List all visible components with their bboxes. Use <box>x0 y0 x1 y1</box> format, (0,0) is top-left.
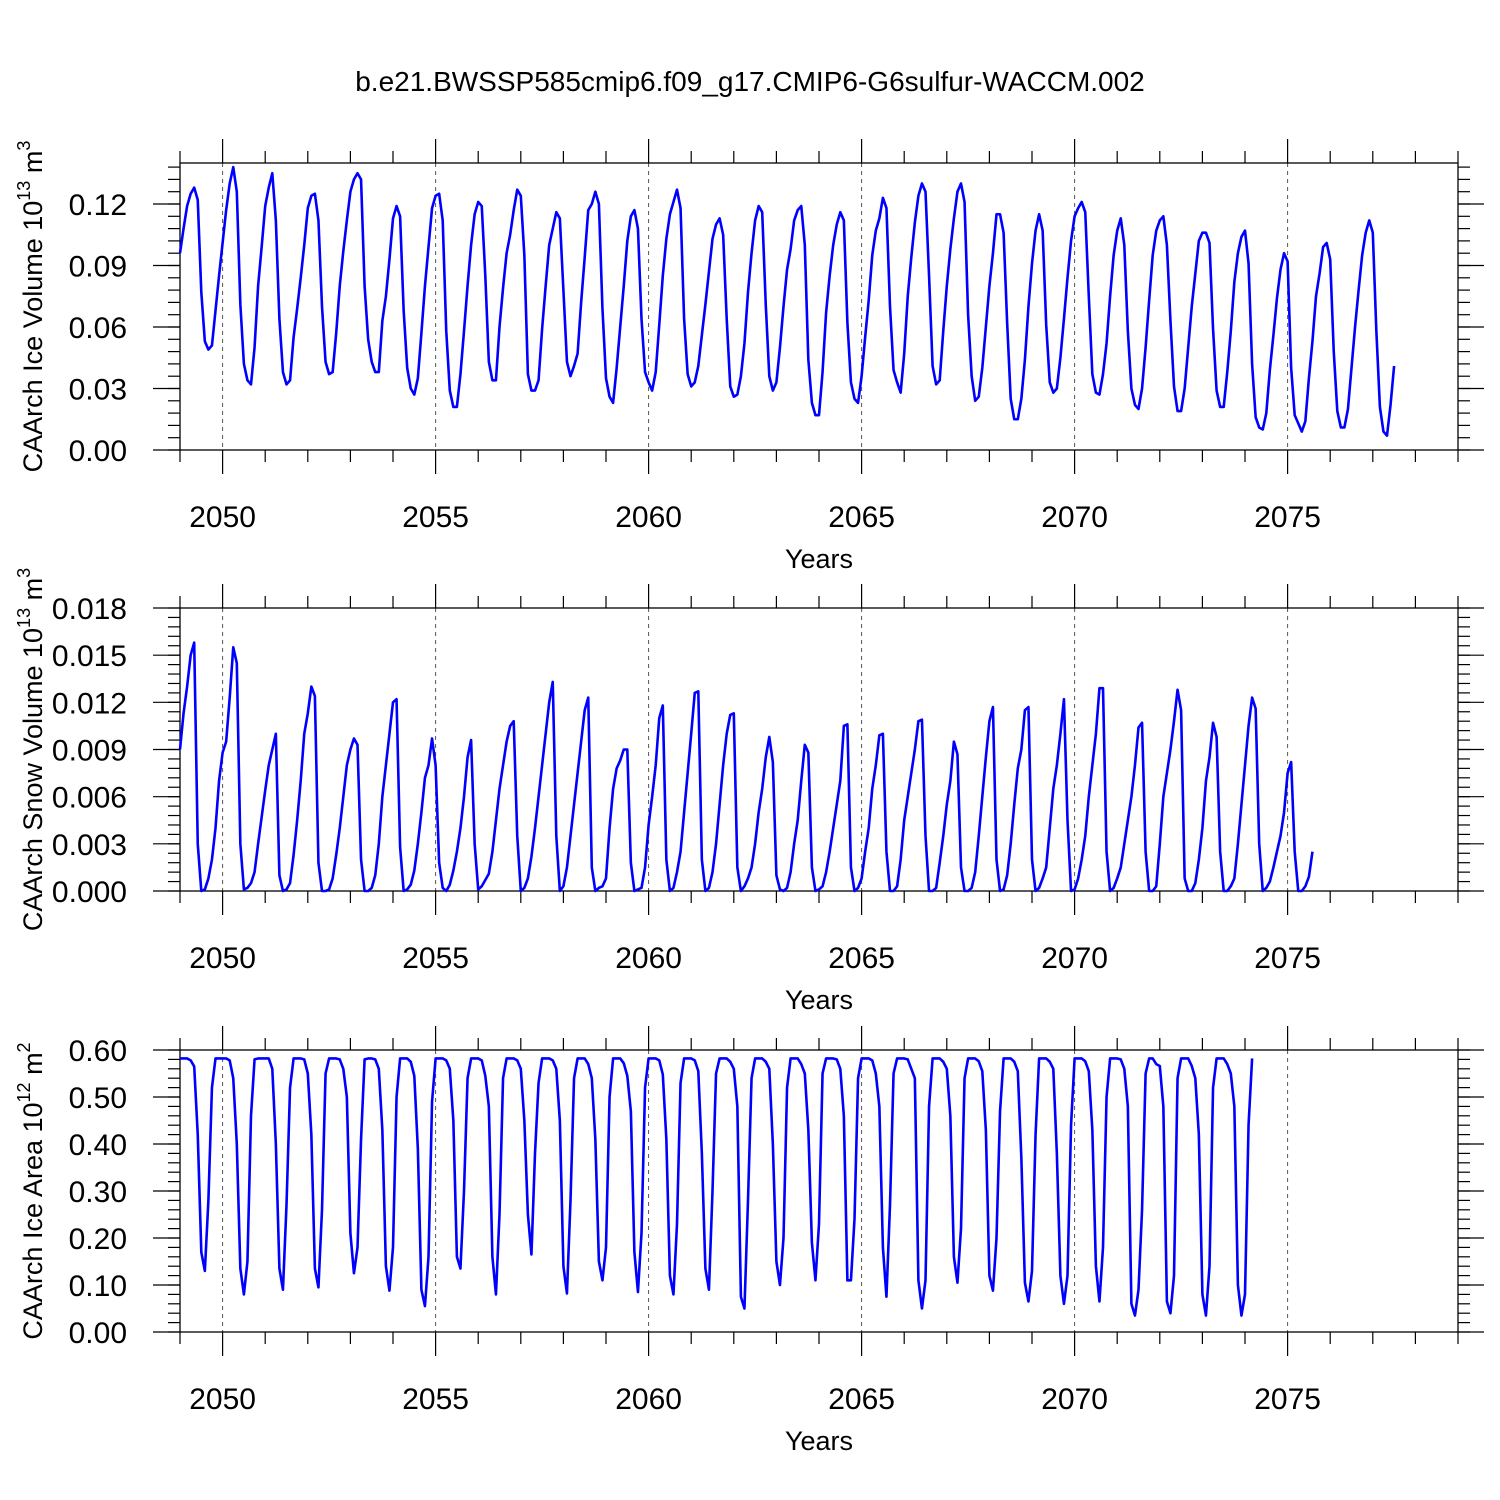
x-tick-label: 2070 <box>1041 942 1108 975</box>
y-tick-label: 0.60 <box>69 1035 127 1068</box>
y-tick-label: 0.50 <box>69 1082 127 1115</box>
x-tick-label: 2055 <box>402 942 469 975</box>
series-line <box>178 641 1314 893</box>
x-tick-label: 2075 <box>1254 1383 1321 1416</box>
panel-ice-volume: 0.00 0.03 0.06 0.09 0.12 2050 2055 2060 2065 2070… <box>14 139 1484 574</box>
y-tick-label: 0.03 <box>69 374 127 407</box>
y-tick-label: 0.012 <box>52 687 127 720</box>
x-tick-label: 2075 <box>1254 501 1321 534</box>
x-tick-label: 2070 <box>1041 1383 1108 1416</box>
chart-title: b.e21.BWSSP585cmip6.f09_g17.CMIP6-G6sulf… <box>355 66 1145 97</box>
y-tick-label: 0.006 <box>52 782 127 815</box>
plot-frame <box>179 607 1459 892</box>
x-axis-label: Years <box>785 985 853 1015</box>
y-tick-label: 0.003 <box>52 829 127 862</box>
x-tick-label: 2070 <box>1041 501 1108 534</box>
x-tick-label: 2050 <box>189 501 256 534</box>
panel-snow-volume: 0.000 0.003 0.006 0.009 0.012 0.015 0.018 2050 2… <box>14 568 1484 1015</box>
y-tick-label: 0.009 <box>52 735 127 768</box>
x-tick-label: 2065 <box>828 501 895 534</box>
x-tick-label: 2065 <box>828 942 895 975</box>
y-tick-label: 0.09 <box>69 251 127 284</box>
x-axis-label: Years <box>785 1426 853 1456</box>
x-tick-label: 2075 <box>1254 942 1321 975</box>
x-tick-label: 2060 <box>615 942 682 975</box>
series-line <box>178 165 1396 437</box>
y-tick-label: 0.000 <box>52 876 127 909</box>
x-tick-label: 2050 <box>189 942 256 975</box>
y-tick-label: 0.018 <box>52 593 127 626</box>
y-tick-label: 0.12 <box>69 189 127 222</box>
y-axis-label: CAArch Ice Volume 1013 m3 <box>14 141 48 473</box>
y-tick-label: 0.00 <box>69 435 127 468</box>
y-tick-label: 0.015 <box>52 640 127 673</box>
y-tick-label: 0.20 <box>69 1223 127 1256</box>
y-axis-label: CAArch Ice Area 1012 m2 <box>14 1042 48 1339</box>
y-axis-label: CAArch Snow Volume 1013 m3 <box>14 568 48 931</box>
y-tick-label: 0.00 <box>69 1317 127 1350</box>
x-tick-label: 2060 <box>615 1383 682 1416</box>
y-tick-label: 0.40 <box>69 1129 127 1162</box>
y-tick-label: 0.30 <box>69 1176 127 1209</box>
x-tick-label: 2050 <box>189 1383 256 1416</box>
x-tick-label: 2065 <box>828 1383 895 1416</box>
y-tick-label: 0.10 <box>69 1270 127 1303</box>
x-tick-label: 2055 <box>402 501 469 534</box>
x-axis-label: Years <box>785 544 853 574</box>
series-line <box>180 1057 1254 1317</box>
x-tick-label: 2055 <box>402 1383 469 1416</box>
y-tick-label: 0.06 <box>69 312 127 345</box>
panel-ice-area: 0.00 0.10 0.20 0.30 0.40 0.50 0.60 2050 2055 2060… <box>14 1026 1484 1456</box>
x-tick-label: 2060 <box>615 501 682 534</box>
